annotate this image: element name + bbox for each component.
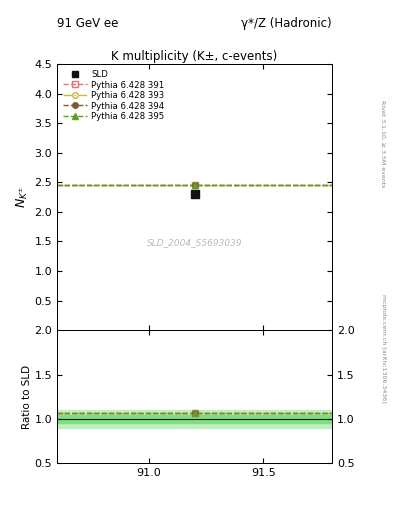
Bar [57,410,332,428]
Text: 91 GeV ee: 91 GeV ee [57,16,118,30]
Title: K multiplicity (K±, c-events): K multiplicity (K±, c-events) [111,50,278,63]
Text: Rivet 3.1.10, ≥ 3.5M events: Rivet 3.1.10, ≥ 3.5M events [381,100,386,187]
Bar [57,415,332,423]
Text: SLD_2004_S5693039: SLD_2004_S5693039 [147,238,242,247]
Legend: SLD, Pythia 6.428 391, Pythia 6.428 393, Pythia 6.428 394, Pythia 6.428 395: SLD, Pythia 6.428 391, Pythia 6.428 393,… [61,68,166,123]
Text: γ*/Z (Hadronic): γ*/Z (Hadronic) [241,16,332,30]
Text: mcplots.cern.ch [arXiv:1306.3436]: mcplots.cern.ch [arXiv:1306.3436] [381,294,386,402]
Y-axis label: Ratio to SLD: Ratio to SLD [22,365,31,429]
Y-axis label: $N_{K^{\pm}}$: $N_{K^{\pm}}$ [15,186,30,208]
